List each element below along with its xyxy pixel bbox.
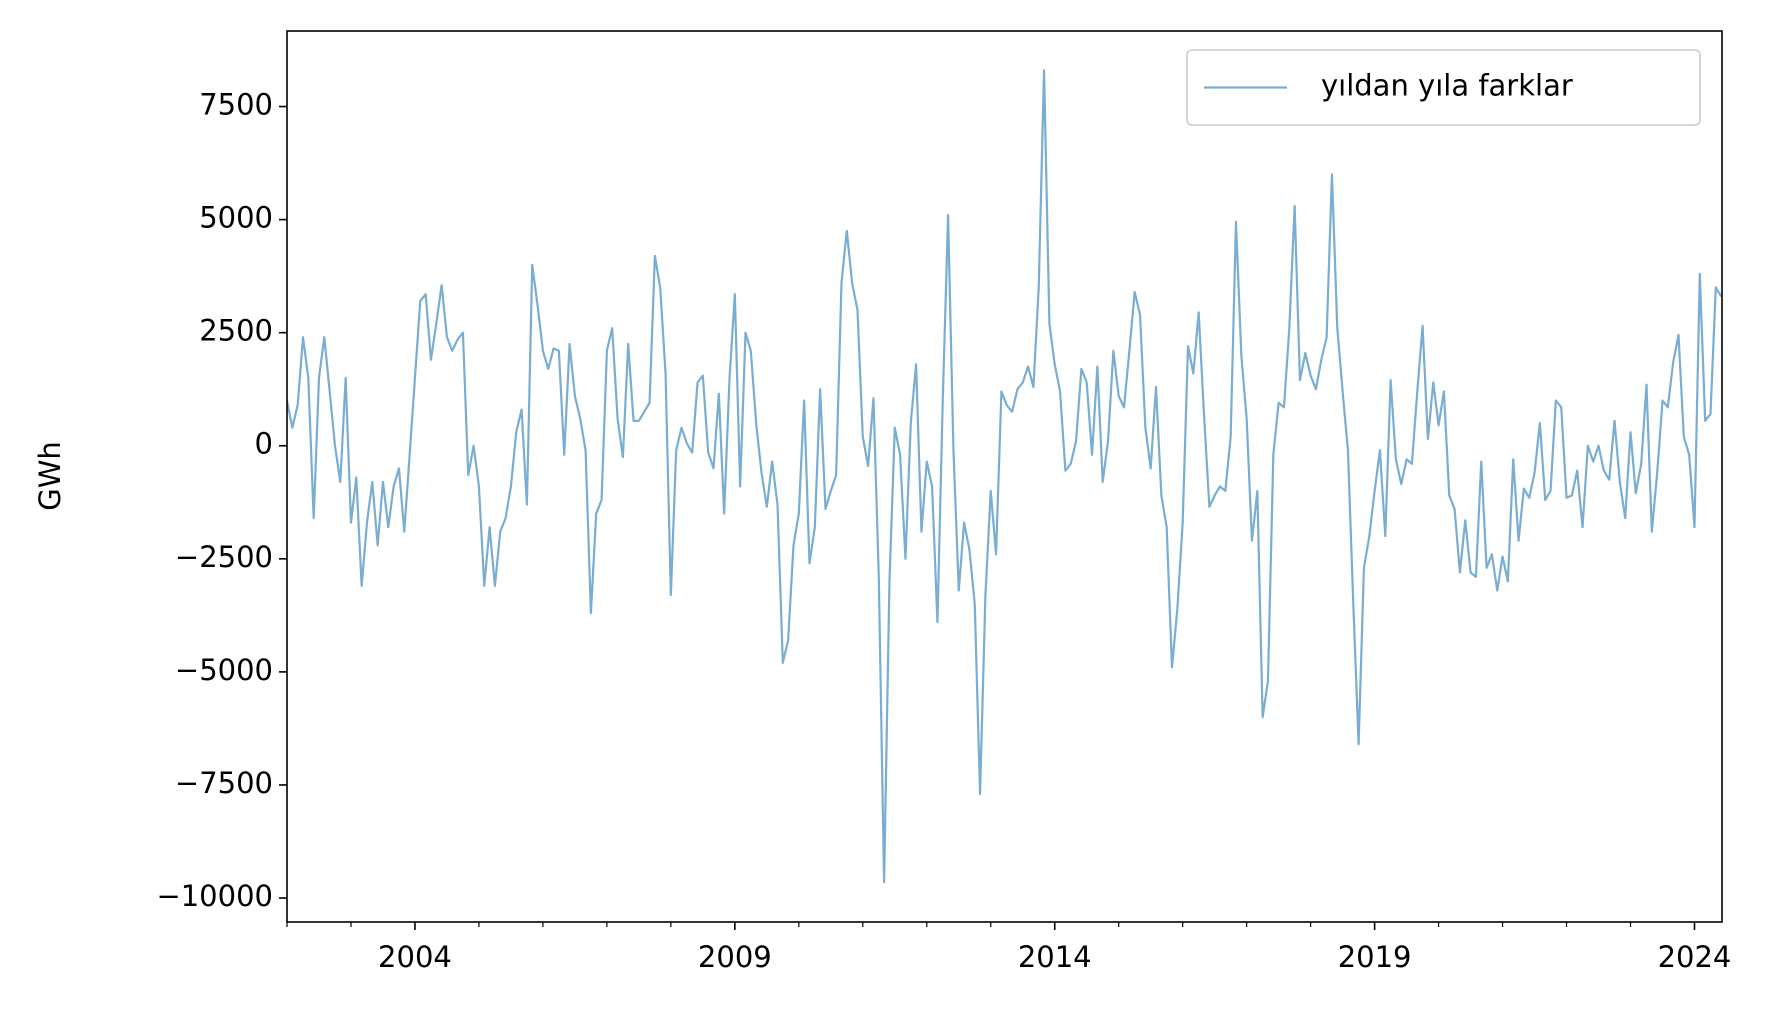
legend-label: yıldan yıla farklar: [1321, 69, 1573, 103]
x-tick-label: 2024: [1658, 940, 1732, 974]
data-line: [285, 69, 1723, 884]
y-tick-label: −2500: [175, 540, 273, 574]
x-tick-label: 2009: [698, 940, 772, 974]
y-tick-label: 2500: [199, 314, 273, 348]
y-tick-label: 7500: [199, 88, 273, 122]
y-tick-label: 5000: [199, 201, 273, 235]
y-tick-label: 0: [255, 427, 273, 461]
x-tick-label: 2014: [1018, 940, 1092, 974]
y-tick-label: −7500: [175, 766, 273, 800]
x-tick-label: 2004: [378, 940, 452, 974]
x-tick-label: 2019: [1338, 940, 1412, 974]
legend: yıldan yıla farklar: [1186, 49, 1701, 126]
y-tick-label: −10000: [156, 879, 273, 913]
y-tick-label: −5000: [175, 653, 273, 687]
y-axis-label: GWh: [33, 441, 67, 511]
plot-frame: [286, 30, 1723, 923]
legend-box: [1186, 49, 1701, 126]
